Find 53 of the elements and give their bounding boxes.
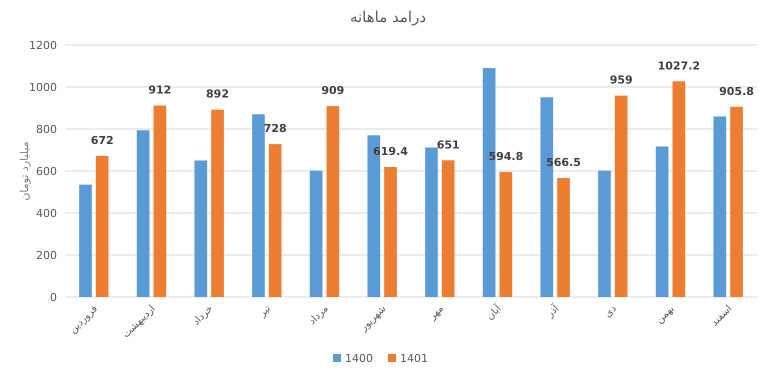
x-tick-label: اسفند <box>709 303 734 328</box>
y-tick-label: 1000 <box>29 81 57 94</box>
y-tick-label: 1200 <box>29 39 57 52</box>
data-label: 651 <box>436 138 460 152</box>
bar <box>442 160 455 297</box>
data-label: 909 <box>321 84 344 98</box>
bar <box>730 106 743 297</box>
bar <box>672 81 686 297</box>
x-tick-label: شهریور <box>358 303 388 334</box>
bar <box>384 166 397 297</box>
data-label: 728 <box>264 122 287 136</box>
bar <box>425 147 438 297</box>
bar <box>154 105 166 297</box>
x-tick-label: مرداد <box>306 303 331 328</box>
bar <box>713 116 726 297</box>
bar <box>656 146 668 297</box>
y-tick-label: 800 <box>36 123 57 136</box>
bar <box>614 96 628 297</box>
bar <box>310 170 322 297</box>
data-label: 959 <box>610 74 633 87</box>
chart-title: درامد ماهانه <box>350 8 426 26</box>
x-tick-label: بهمن <box>654 303 677 326</box>
x-tick-label: مهر <box>426 303 446 323</box>
x-tick-label: آبان <box>483 301 504 322</box>
x-tick-label: آذر <box>542 301 562 320</box>
y-tick-label: 400 <box>36 207 57 220</box>
data-label: 672 <box>90 134 114 147</box>
x-tick-label: فروردین <box>68 303 100 336</box>
bar <box>500 172 512 297</box>
bar <box>136 130 150 297</box>
y-tick-label: 200 <box>36 249 57 262</box>
bar <box>268 144 282 297</box>
x-tick-label: تیر <box>256 303 274 320</box>
legend-label: 1400 <box>345 352 373 365</box>
data-label: 892 <box>206 88 230 101</box>
x-tick-label: دی <box>602 303 619 320</box>
y-tick-label: 600 <box>36 165 57 178</box>
y-axis-title: میلیارد تومان <box>18 141 31 201</box>
y-tick-label: 0 <box>50 291 57 304</box>
bar <box>79 184 92 297</box>
bar <box>96 156 109 297</box>
data-label: 1027.2 <box>658 59 700 72</box>
x-tick-label: اردیبهشت <box>120 303 158 340</box>
bar <box>194 160 208 297</box>
data-label: 912 <box>148 83 172 96</box>
bar <box>557 178 570 297</box>
legend-label: 1401 <box>400 352 428 365</box>
bar <box>252 114 265 297</box>
data-label: 905.8 <box>719 84 754 98</box>
bar <box>598 170 611 297</box>
bar <box>211 110 224 297</box>
bar <box>326 106 340 297</box>
x-tick-label: خرداد <box>190 303 216 328</box>
